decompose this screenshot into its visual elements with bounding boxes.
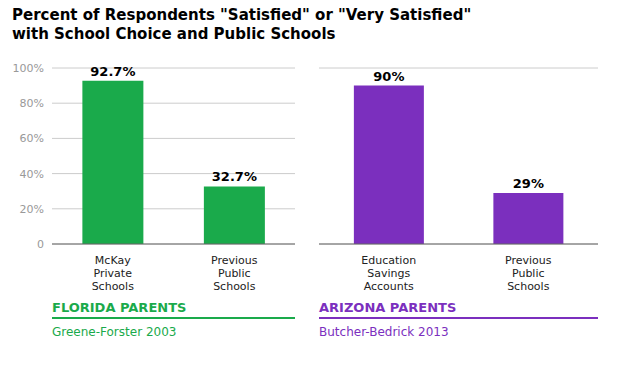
html-text:Percent of Respondents "Satisf: Percent of Respondents "Satisfied" or "V… [12, 6, 472, 24]
svg-text:29%: 29% [513, 176, 544, 191]
svg-text:20%: 20% [20, 203, 44, 216]
html-text:Butcher-Bedrick 2013: Butcher-Bedrick 2013 [319, 325, 449, 339]
svg-text:32.7%: 32.7% [212, 169, 257, 184]
svg-text:40%: 40% [20, 168, 44, 181]
html-text:with School Choice and Public: with School Choice and Public Schools [12, 25, 336, 43]
svg-text:90%: 90% [373, 69, 404, 84]
svg-text:McKayPrivateSchools: McKayPrivateSchools [92, 254, 135, 293]
svg-text:0: 0 [37, 238, 44, 251]
html-text:Greene-Forster 2003: Greene-Forster 2003 [52, 325, 177, 339]
html-text:ARIZONA PARENTS: ARIZONA PARENTS [319, 300, 457, 315]
svg-text:92.7%: 92.7% [90, 64, 135, 79]
svg-text:80%: 80% [20, 97, 44, 110]
svg-text:PreviousPublicSchools: PreviousPublicSchools [211, 254, 258, 293]
svg-text:100%: 100% [13, 62, 44, 75]
svg-text:EducationSavingsAccounts: EducationSavingsAccounts [361, 254, 416, 293]
svg-text:PreviousPublicSchools: PreviousPublicSchools [505, 254, 552, 293]
html-text:FLORIDA PARENTS: FLORIDA PARENTS [52, 300, 187, 315]
svg-text:60%: 60% [20, 132, 44, 145]
